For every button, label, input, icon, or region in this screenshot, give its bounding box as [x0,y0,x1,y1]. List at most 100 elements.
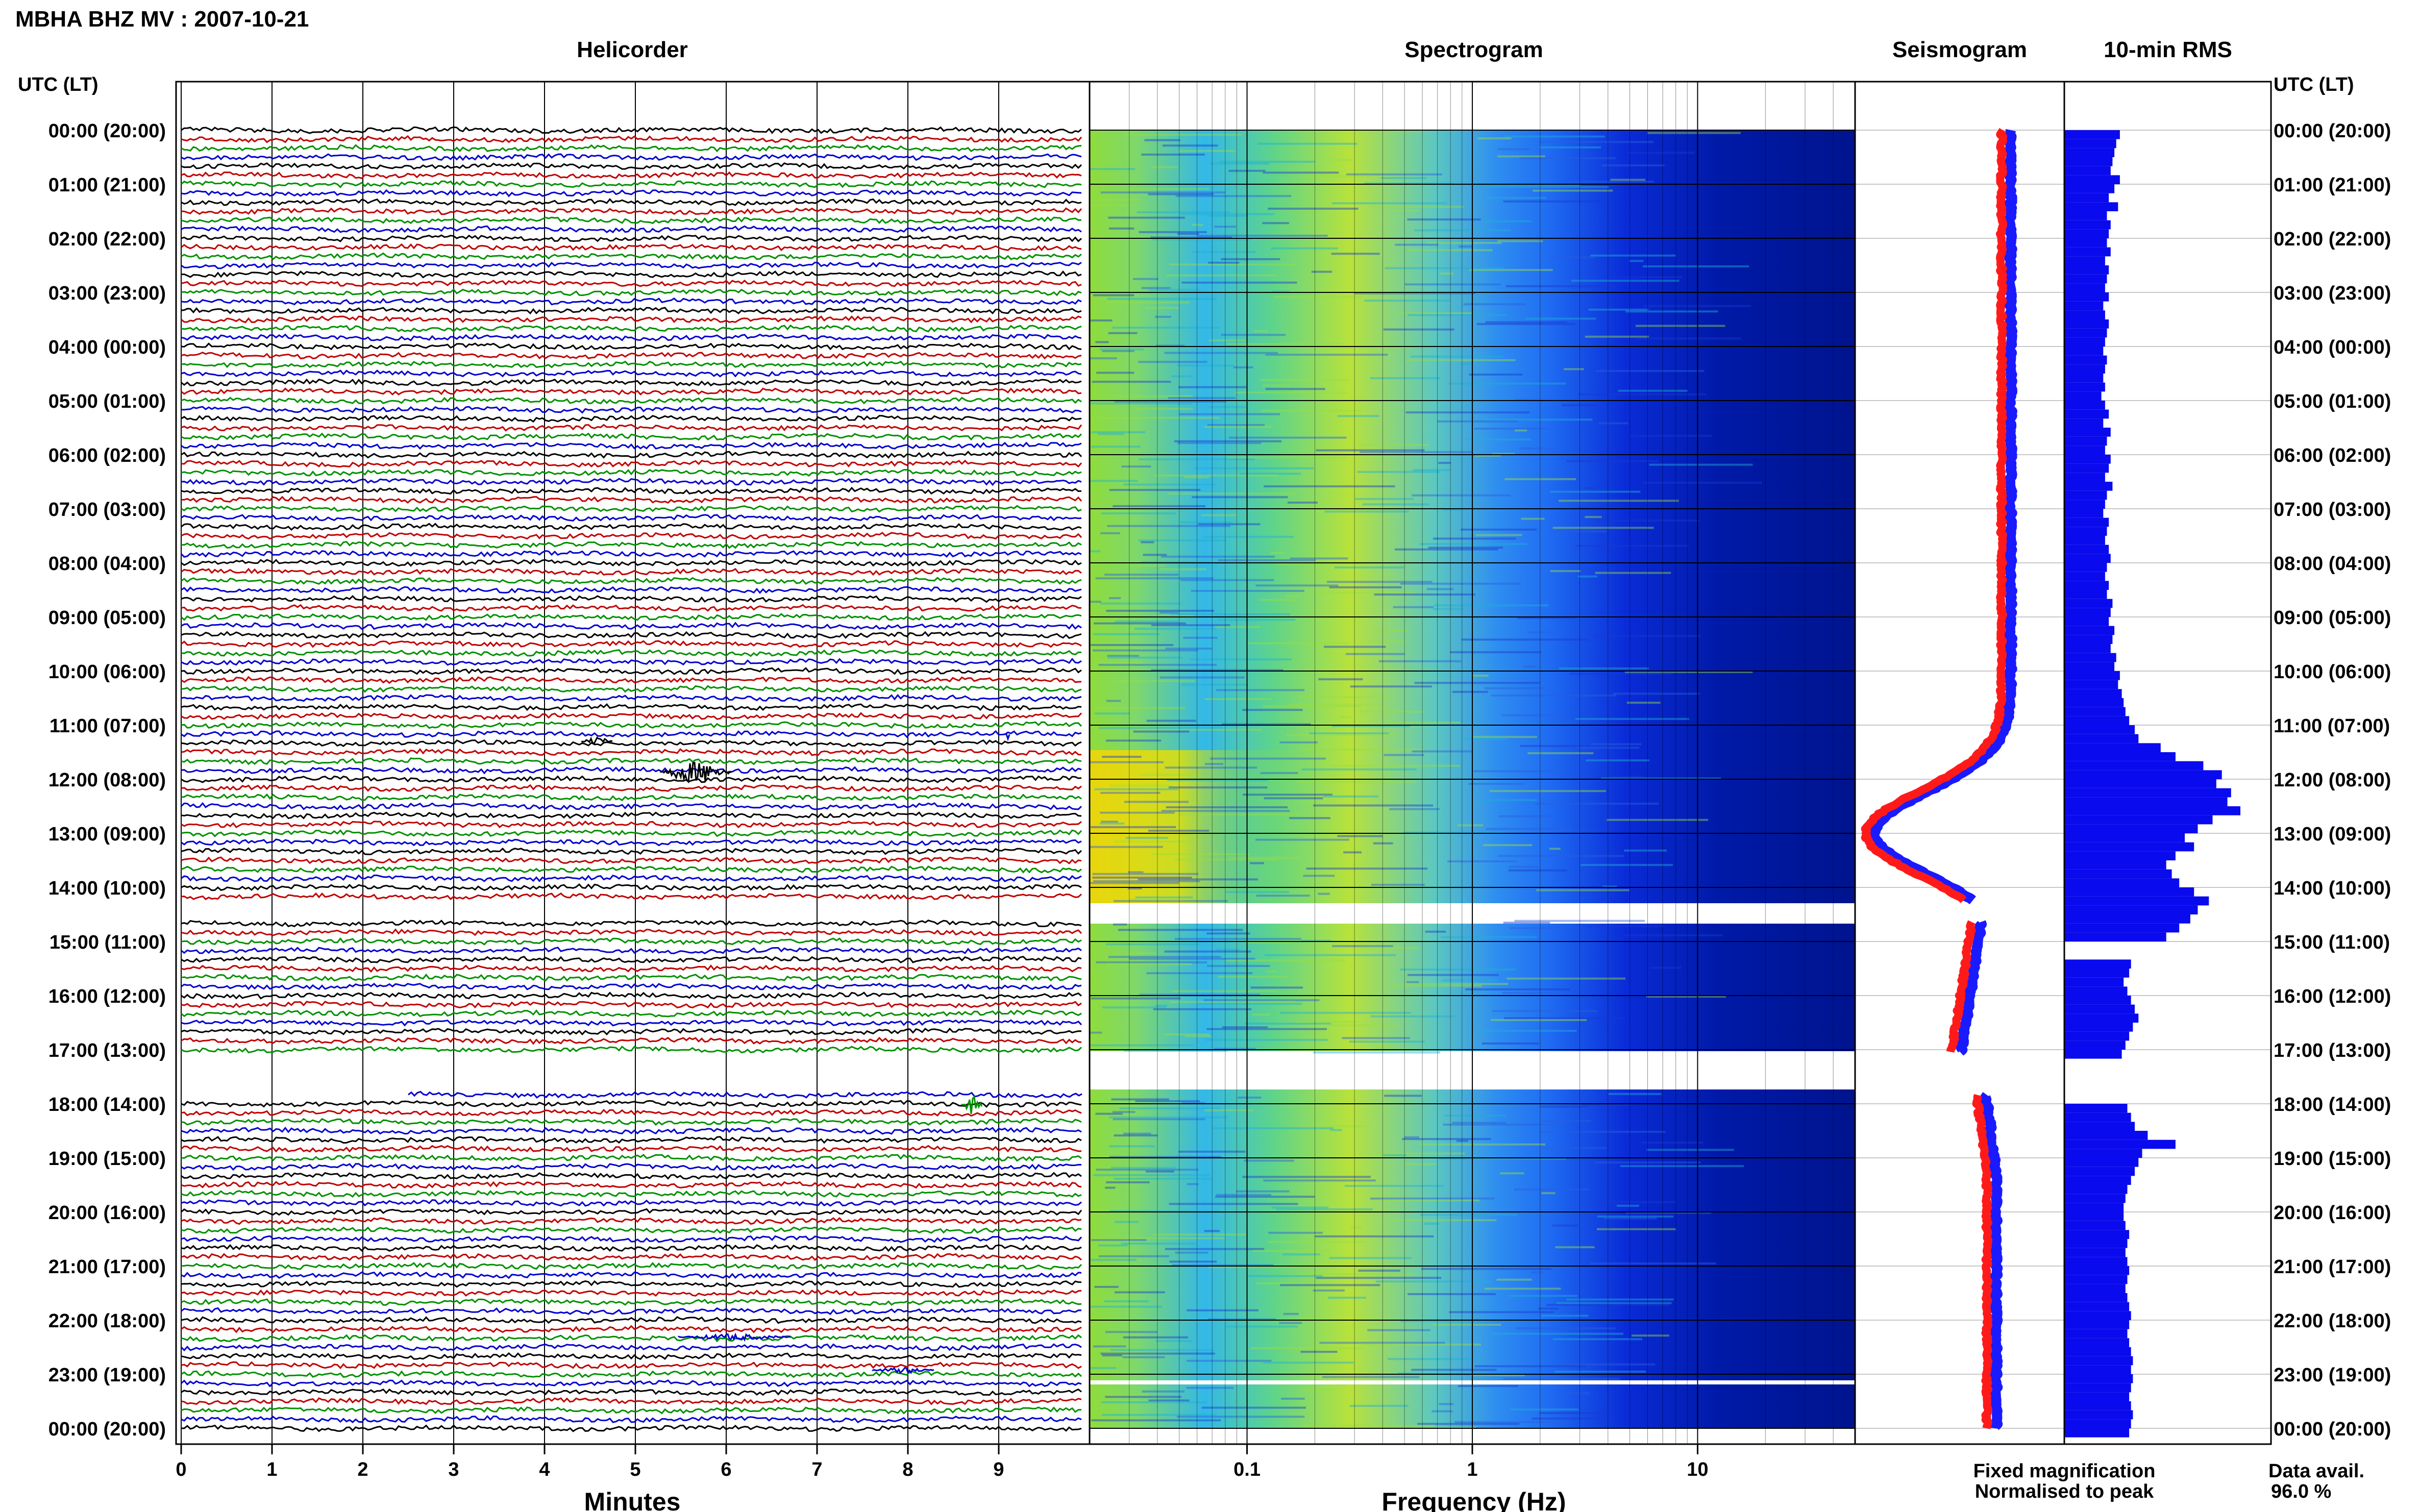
left-time-label: 15:00 (11:00) [50,932,166,953]
spectrogram-stripe [1114,401,1226,403]
helicorder-trace [181,424,1082,432]
spectrogram-stripe [1562,404,1599,407]
spectrogram-stripe [1532,1417,1614,1420]
spectrogram-stripe [1101,821,1118,823]
spectrogram-stripe [1329,586,1402,588]
spectrogram-stripe [1596,1228,1676,1230]
spectrogram-stripe [1461,528,1537,531]
right-time-label: 06:00 (02:00) [2274,445,2391,466]
spectrogram-stripe [1265,388,1325,390]
spectrogram-stripe [1109,784,1173,787]
helicorder-trace [181,216,1082,225]
spectrogram-stripe [1595,1161,1701,1164]
spectrogram-stripe [1105,943,1201,946]
spectrogram-stripe [1225,891,1290,894]
rms-bar [2064,301,2104,311]
rms-bar [2064,364,2105,374]
spectrogram-stripe [1541,1315,1589,1317]
spectrogram-stripe [1204,426,1272,428]
spectrogram-stripe [1540,141,1653,143]
spectrogram-stripe [1180,579,1274,581]
spectrogram-stripe [1551,256,1595,259]
spectrogram-stripe [1268,1241,1366,1243]
spectrogram-stripe [1242,1176,1371,1178]
spectrogram-stripe [1090,601,1101,603]
spectrogram-stripe [1108,227,1134,230]
rms-bar [2064,202,2118,212]
spectrogram-stripe [1474,455,1501,457]
rms-bar [2064,788,2231,798]
rms-bar [2064,500,2105,509]
rms-bar [2064,193,2109,203]
helicorder-trace [181,297,1082,306]
spectrogram-stripe [1369,206,1464,208]
spectrogram-stripe [1326,1125,1369,1128]
helicorder-trace [181,1397,1082,1405]
spectrogram-stripe [1334,566,1404,569]
spectrogram-stripe [1490,1019,1587,1021]
rms-bar [2064,932,2166,942]
spectrogram-stripe [1110,1167,1176,1169]
spectrogram-stripe [1301,939,1331,942]
spectrogram-stripe [1090,882,1179,884]
helicorder-trace [181,559,1082,567]
spectrogram-stripe [1642,482,1763,484]
spectrogram-stripe [1208,261,1240,264]
spectrogram-stripe [1121,1243,1196,1245]
rms-bar [2064,1122,2135,1131]
spectrogram-stripe [1527,631,1563,634]
spectrogram-stripe [1626,152,1695,154]
spectrogram-stripe [1626,702,1661,704]
spectrogram-stripe [1180,521,1233,524]
rms-bar [2064,851,2176,861]
spectrogram-stripe [1289,703,1383,706]
helicorder-trace [181,1126,1082,1135]
spectrogram-stripe [1249,862,1264,864]
spectrogram-stripe [1465,988,1570,990]
spectrogram-stripe [1106,963,1192,965]
spectrogram-stripe [1161,810,1290,812]
spectrogram-stripe [1610,179,1645,181]
spectrogram-stripe [1313,1289,1345,1292]
helicorder-trace [181,505,1082,513]
spectrogram-stripe [1094,622,1186,625]
rms-bar [2064,229,2109,239]
spectrogram-stripe [1571,280,1680,282]
spectrogram-stripe [1424,1223,1439,1225]
helicorder-trace [181,207,1082,215]
spectrogram-stripe [1228,856,1302,859]
rms-bar [2064,409,2109,419]
spectrogram-stripe [1404,983,1509,985]
spectrogram-stripe [1575,747,1640,749]
spectrogram-stripe [1485,321,1568,324]
spectrogram-stripe [1115,621,1179,623]
spectrogram-stripe [1181,683,1248,686]
helicorder-trace [181,1172,1082,1180]
spectrogram-stripe [1109,395,1193,398]
rms-bar [2064,1203,2124,1212]
right-time-label: 13:00 (09:00) [2274,824,2391,845]
spectrogram-stripe [1123,1336,1188,1339]
helicorder-trace [181,405,1082,414]
spectrogram-stripe [1127,952,1156,955]
spectrogram-stripe [1406,981,1419,983]
rms-bar [2064,878,2180,888]
spectrogram-stripe [1221,334,1286,336]
spectrogram-stripe [1471,675,1489,677]
spectrogram-stripe [1123,134,1242,136]
spectrogram-stripe [1629,260,1644,262]
spectrogram-stripe [1427,242,1502,244]
spectrogram-stripe [1374,629,1409,632]
left-time-label: 07:00 (03:00) [48,499,166,520]
spectrogram-stripe [1650,966,1682,969]
helicorder-trace [181,1316,1082,1324]
helicorder-trace [181,811,1082,820]
spectrogram-stripe [1588,925,1665,928]
spectrogram-stripe [1098,1244,1128,1247]
spectrogram-stripe [1107,298,1217,300]
spectrogram-stripe [1100,1352,1215,1355]
spectrogram-stripe [1118,929,1243,931]
right-time-label: 00:00 (20:00) [2274,1419,2391,1440]
spectrogram-stripe [1139,458,1255,461]
rms-bar [2064,490,2107,500]
